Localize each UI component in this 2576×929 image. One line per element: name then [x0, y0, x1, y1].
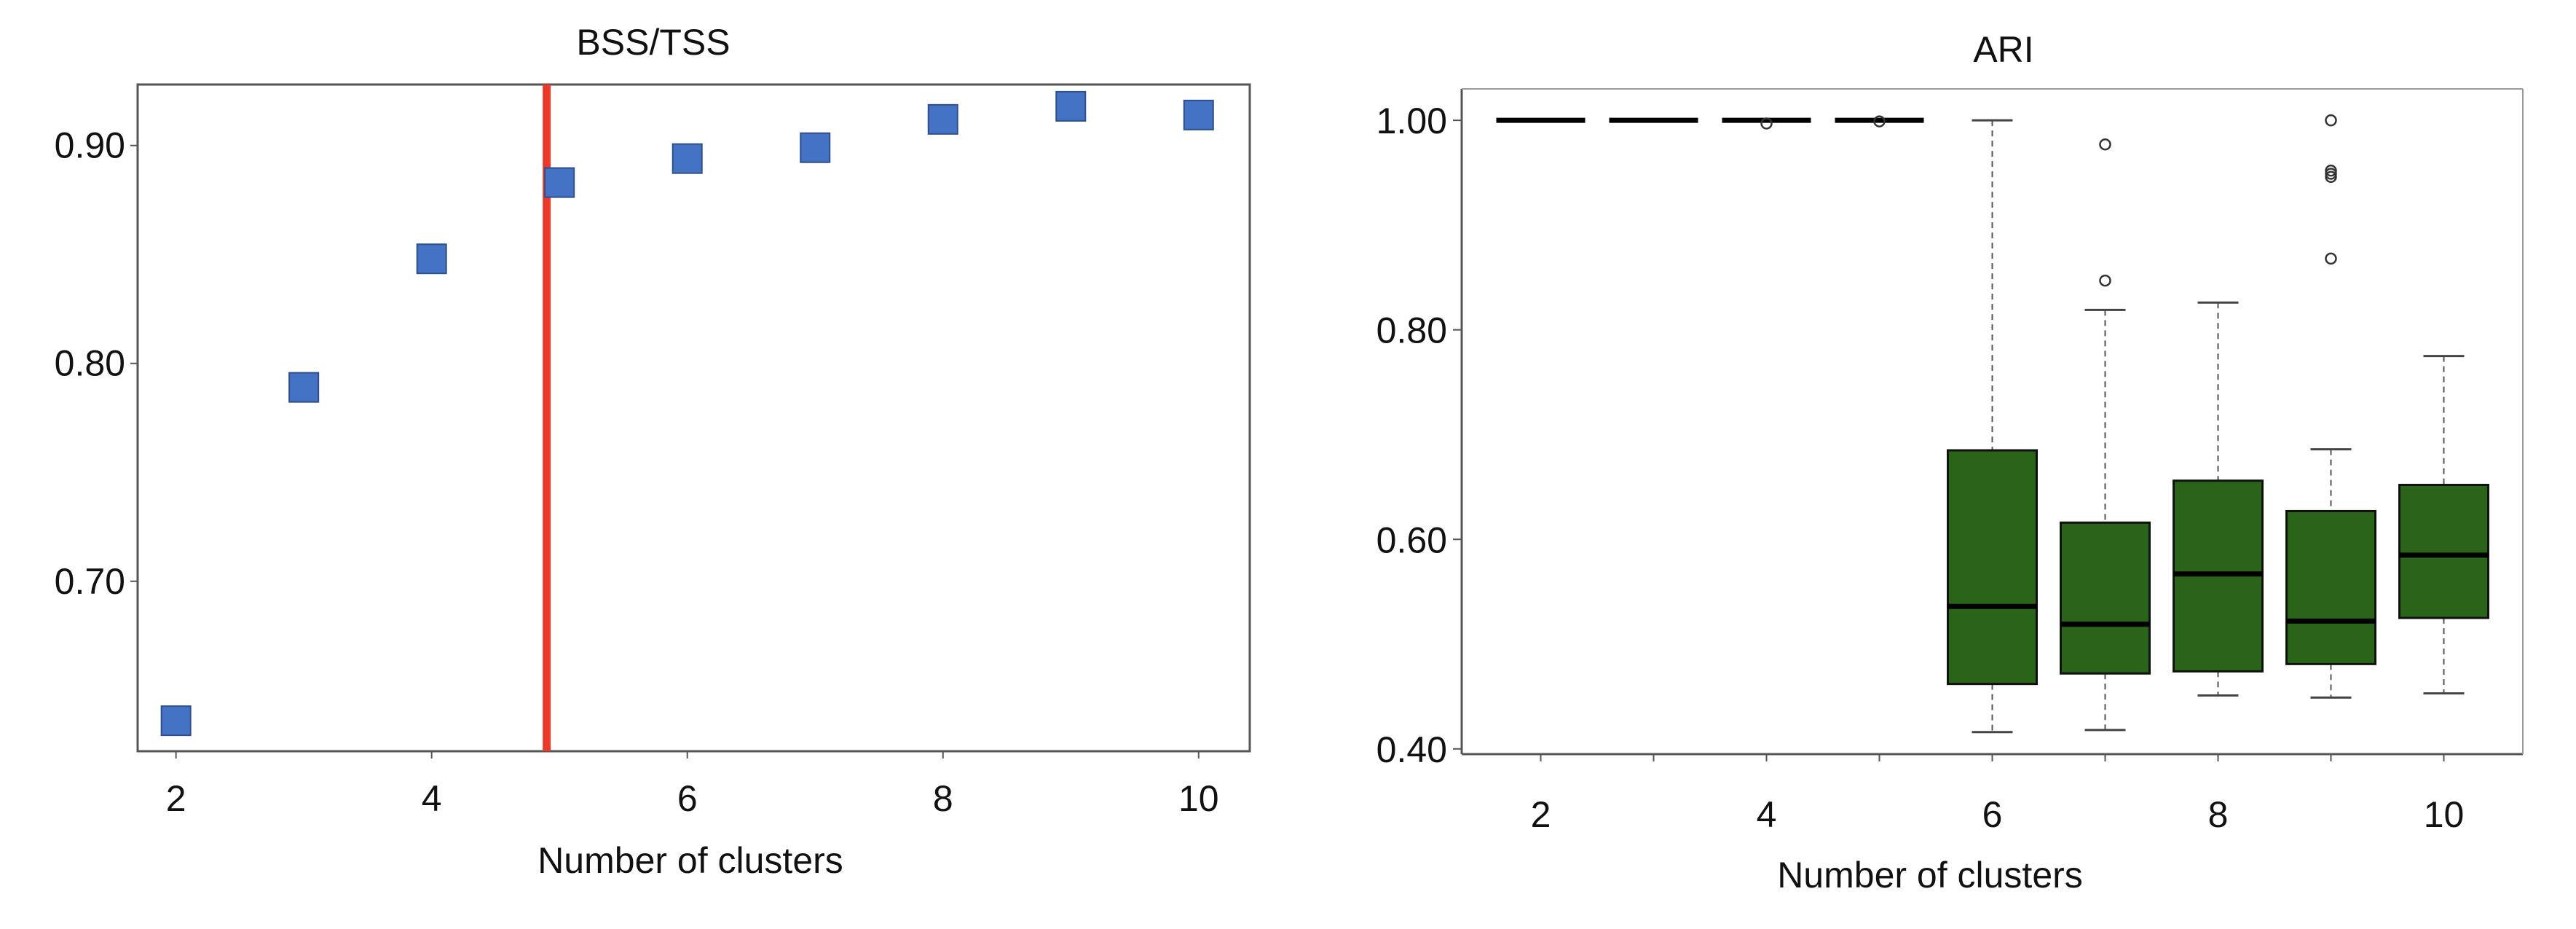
outlier-point [2099, 274, 2111, 287]
outlier-point [1760, 117, 1773, 130]
outlier-point [2325, 114, 2337, 127]
data-point [416, 243, 447, 275]
x-axis-label: Number of clusters [1777, 855, 2083, 895]
x-tick-label: 2 [166, 778, 186, 819]
outlier-point [2099, 138, 2111, 151]
y-tick-label: 0.40 [1376, 729, 1447, 770]
data-point [288, 372, 320, 403]
y-tick-label: 0.70 [55, 561, 125, 602]
x-tick-label: 2 [1531, 794, 1551, 835]
box [2398, 483, 2489, 619]
x-tick-label: 8 [2208, 794, 2229, 835]
bss-tss-chart: BSS/TSS 0.70 0.80 0.90 2 4 6 8 10 Number of cl… [55, 22, 1251, 881]
plot-area [160, 85, 1214, 751]
y-tick-label: 0.80 [55, 343, 125, 384]
x-tick-label: 10 [2424, 794, 2465, 835]
data-point [671, 143, 703, 174]
x-axis: 2 4 6 8 10 [166, 751, 1219, 819]
y-tick-label: 0.90 [55, 125, 125, 166]
chart-title: ARI [1973, 29, 2033, 70]
x-axis-label: Number of clusters [537, 840, 843, 881]
outlier-point [2325, 252, 2337, 265]
x-tick-label: 4 [422, 778, 442, 819]
data-point [800, 132, 831, 163]
data-point [544, 167, 575, 198]
x-tick-label: 10 [1178, 778, 1219, 819]
box-group [1722, 117, 1811, 130]
y-axis: 0.40 0.60 0.80 1.00 [1376, 101, 1462, 770]
data-point [927, 103, 958, 135]
chart-title: BSS/TSS [576, 22, 730, 63]
y-tick-label: 1.00 [1376, 101, 1447, 141]
data-point [1055, 90, 1087, 122]
x-tick-label: 8 [933, 778, 953, 819]
box [1947, 449, 2038, 686]
box-group [1835, 115, 1924, 128]
x-tick-label: 6 [1982, 794, 2003, 835]
box-group [2173, 301, 2264, 697]
outlier-point [1873, 115, 1886, 128]
box-group [1947, 119, 2038, 734]
box-group [2398, 355, 2489, 695]
box-group [2060, 138, 2151, 732]
y-axis: 0.70 0.80 0.90 [55, 125, 138, 602]
plot-frame [136, 83, 1251, 753]
outlier-point [2325, 164, 2337, 177]
box [2285, 509, 2376, 665]
box [2060, 521, 2151, 675]
ari-chart: ARI 0.40 0.60 0.80 1.00 2 4 6 8 10 Number of cl… [1376, 29, 2524, 895]
plot-area [1496, 114, 2489, 734]
x-tick-label: 4 [1757, 794, 1777, 835]
y-tick-label: 0.80 [1376, 310, 1447, 351]
data-point [1183, 99, 1214, 130]
x-axis: 2 4 6 8 10 [1531, 754, 2465, 835]
box-group [2285, 114, 2376, 699]
x-tick-label: 6 [677, 778, 698, 819]
data-point [160, 705, 192, 737]
y-tick-label: 0.60 [1376, 520, 1447, 560]
